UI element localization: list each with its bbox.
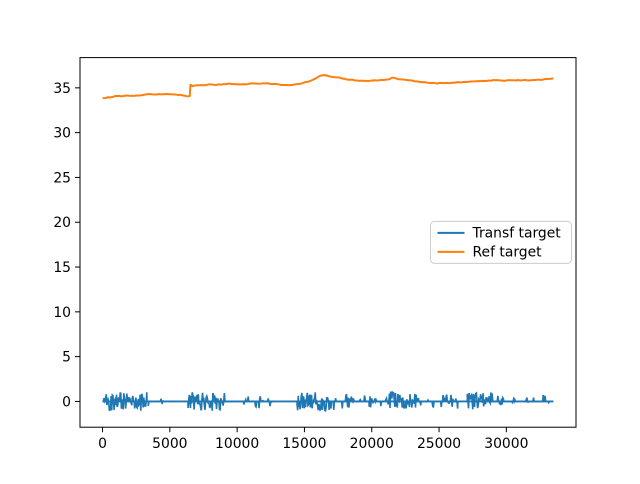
legend: Transf target Ref target — [430, 220, 572, 264]
y-tick-label: 10 — [53, 305, 71, 321]
legend-label: Ref target — [473, 245, 543, 261]
y-tick-label: 20 — [53, 215, 71, 231]
y-tick-label: 35 — [53, 81, 71, 97]
transf-noise-cluster — [493, 395, 519, 406]
y-tick-label: 15 — [53, 260, 71, 276]
transf-noise-cluster — [102, 392, 148, 412]
y-tick-label: 0 — [62, 394, 71, 410]
transf-noise-cluster — [331, 393, 356, 410]
transf-noise-cluster — [187, 392, 227, 412]
transf-noise-cluster — [296, 392, 333, 412]
transf-noise-cluster — [147, 398, 164, 406]
x-axis: 0 5000 10000 15000 20000 25000 30000 — [98, 427, 528, 452]
y-tick-label: 5 — [62, 350, 71, 366]
transf-noise-cluster — [384, 390, 420, 409]
transf-noise-cluster — [466, 391, 495, 410]
x-tick-label: 30000 — [484, 436, 528, 452]
series-ref-target — [102, 74, 554, 100]
x-tick-label: 20000 — [350, 436, 394, 452]
legend-entry: Ref target — [437, 245, 543, 261]
legend-box — [430, 220, 572, 264]
transf-noise-cluster — [261, 398, 274, 407]
x-tick-label: 15000 — [282, 436, 326, 452]
series-transf-target — [102, 390, 554, 412]
x-tick-label: 25000 — [417, 436, 461, 452]
y-tick-label: 30 — [53, 126, 71, 142]
x-tick-label: 0 — [98, 436, 107, 452]
legend-label: Transf target — [472, 226, 562, 242]
transf-noise-cluster — [418, 394, 459, 409]
y-tick-label: 25 — [53, 170, 71, 186]
x-tick-label: 10000 — [215, 436, 259, 452]
transf-noise-cluster — [226, 396, 263, 409]
transf-noise-cluster — [354, 395, 384, 408]
legend-entry: Transf target — [437, 226, 562, 242]
transf-noise-cluster — [523, 394, 551, 405]
plot-border — [79, 57, 577, 428]
x-tick-label: 5000 — [152, 436, 187, 452]
y-axis: 0 5 10 15 20 25 30 35 — [53, 81, 80, 410]
